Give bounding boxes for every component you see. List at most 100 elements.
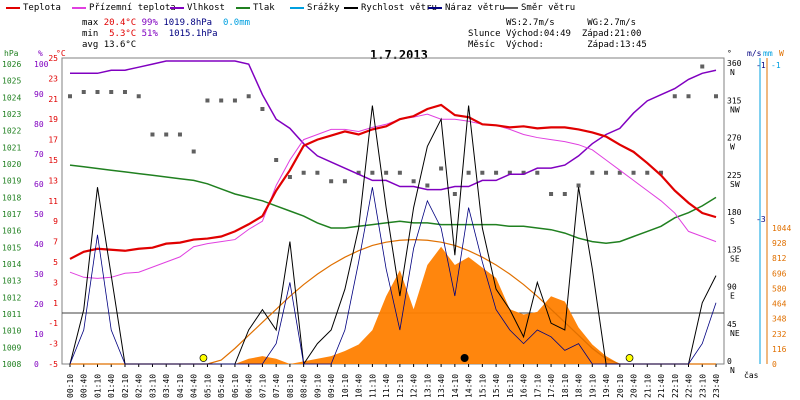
stat-avg-label: avg [82,40,99,50]
mm-tick-label: -1 [771,61,781,70]
hpa-tick-label: 1016 [2,227,21,236]
x-tick-label: 01:40 [107,374,116,398]
x-tick-label: 16:40 [520,374,529,398]
x-tick-label: 04:10 [176,374,185,398]
wind-direction-point [81,90,86,94]
hpa-tick-label: 1008 [2,360,21,369]
wind-direction-point [397,170,402,175]
wind-direction-point [95,90,100,94]
dir-tick-label: 315 [727,96,742,105]
x-tick-label: 00:10 [66,374,75,398]
w-tick-label: 116 [772,345,787,354]
w-tick-label: 232 [772,330,787,339]
x-tick-label: 04:40 [190,374,199,398]
x-tick-label: 21:40 [657,374,666,398]
wind-direction-point [164,132,169,137]
hpa-tick-label: 1018 [2,193,21,202]
stat-max-label: max [82,18,99,28]
x-tick-label: 14:10 [451,374,460,398]
c-tick-label: 9 [53,217,58,226]
x-tick-label: 17:40 [547,374,556,398]
x-tick-label: 13:10 [423,374,432,398]
wind-direction-point [122,90,127,94]
stat-min-temp: 5.3°C [109,29,137,39]
wind-direction-point [494,170,499,175]
pct-tick-label: 10 [34,330,44,339]
hpa-tick-label: 1019 [2,177,21,186]
wind-direction-point [672,94,677,99]
pct-tick-label: 100 [34,60,49,69]
x-tick-label: 01:10 [93,374,102,398]
wind-direction-point [425,183,430,188]
series-Teplota [69,103,717,260]
wind-direction-point [356,170,361,175]
legend-label: Náraz větru [445,3,505,13]
dir-tick-label: 360 [727,59,742,68]
dir-tick-label: 45 [727,320,737,329]
c-tick-label: 11 [48,197,58,206]
w-tick-label: 348 [772,315,787,324]
c-tick-label: 1 [53,299,58,308]
x-tick-label: 08:40 [300,374,309,398]
ms-tick-label: -1 [756,61,766,70]
hpa-tick-label: 1025 [2,77,21,86]
moon-label: Měsíc [468,40,496,50]
c-tick-label: 21 [48,95,58,104]
legend-swatch [72,7,86,9]
legend-swatch [290,7,304,9]
legend-swatch [344,7,358,9]
x-tick-label: 07:40 [272,374,281,398]
w-tick-label: 696 [772,269,787,278]
stat-min-humidity: 51% [141,29,158,39]
x-tick-label: 17:10 [533,374,542,398]
moon-rise: Východ: [505,40,544,50]
wind-direction-point [109,90,114,94]
x-tick-label: 05:10 [203,374,212,398]
pct-tick-label: 90 [34,90,44,99]
c-unit-label: °C [56,49,66,58]
wind-direction-point [219,98,224,103]
x-tick-label: 12:40 [410,374,419,398]
legend-label: Srážky [307,3,340,13]
wind-direction-point [714,94,718,99]
pct-tick-label: 0 [34,360,39,369]
chart-legend: Teplota Přízemní teplota Vlhkost Tlak Srážky… [0,0,800,14]
dir-tick-label: NW [730,105,740,114]
wind-direction-point [177,132,182,137]
x-tick-label: 15:10 [478,374,487,398]
x-tick-label: 09:40 [327,374,336,398]
c-tick-label: -5 [48,360,58,369]
sun-marker-icon [625,354,634,362]
series-Tlak [69,164,717,245]
x-tick-label: 20:10 [616,374,625,398]
wind-direction-point [562,192,567,196]
wind-direction-point [342,179,347,184]
pct-tick-label: 20 [34,300,44,309]
sun-rise: Východ:04:49 [505,29,571,39]
c-tick-label: 25 [48,54,58,63]
stat-max-pressure: 1019.8hPa [163,18,213,28]
ms-unit-label: m/s [747,49,762,58]
x-tick-label: 00:40 [80,374,89,398]
pct-unit-label: % [38,49,43,58]
x-tick-label: 19:10 [588,374,597,398]
legend-entry: Přízemní teplota [72,2,176,14]
series-Rychlost větru [69,187,717,365]
hpa-tick-label: 1015 [2,243,21,252]
w-tick-label: 928 [772,239,787,248]
dir-tick-label: 135 [727,245,742,254]
x-tick-label: 18:40 [575,374,584,398]
deg-unit-label: ° [727,49,732,58]
hpa-tick-label: 1014 [2,260,21,269]
wind-direction-point [301,170,306,175]
x-tick-label: 10:10 [341,374,350,398]
legend-label: Směr větru [521,3,576,13]
x-tick-label: 20:40 [630,374,639,398]
stat-max-rain: 0.0mm [222,18,251,28]
legend-label: Teplota [23,3,61,13]
wind-direction-point [617,170,622,175]
x-tick-label: 22:10 [671,374,680,398]
dir-tick-label: 270 [727,134,742,143]
legend-swatch [236,7,250,9]
hpa-tick-label: 1026 [2,60,21,69]
